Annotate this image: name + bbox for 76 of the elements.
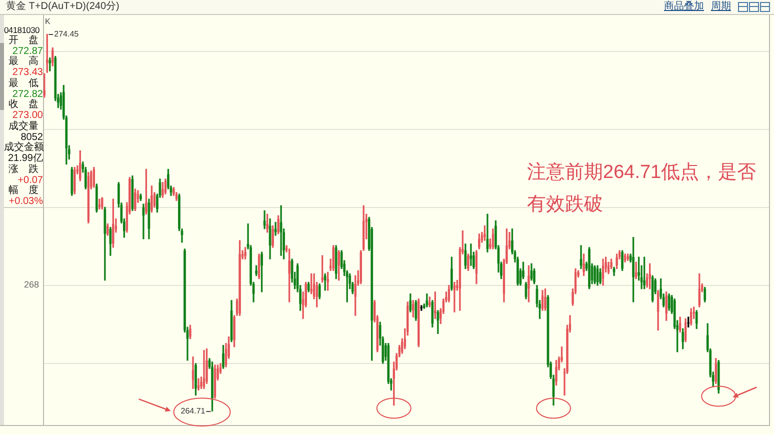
- candlestick: [326, 272, 330, 291]
- candlestick: [189, 324, 192, 340]
- candlestick: [656, 290, 660, 331]
- candlestick: [112, 198, 114, 248]
- candlestick: [140, 194, 142, 201]
- candlestick: [678, 316, 682, 332]
- candlestick: [338, 250, 340, 281]
- text: 最 低: [8, 78, 38, 89]
- candlestick: [684, 318, 687, 342]
- text: 273.43: [12, 67, 43, 78]
- candlestick: [417, 298, 420, 348]
- candlestick: [582, 254, 585, 276]
- candlestick: [162, 182, 164, 198]
- candlestick: [134, 188, 136, 211]
- candlestick: [238, 240, 241, 316]
- text: K: [45, 17, 51, 26]
- candlestick: [145, 168, 148, 214]
- text: 幅 度: [8, 185, 38, 196]
- candlestick: [434, 292, 436, 319]
- candlestick: [46, 34, 48, 73]
- annotation: 成交金额: [4, 142, 44, 154]
- text: 收 盘: [8, 99, 38, 110]
- candlestick: [616, 254, 618, 270]
- candlestick: [632, 237, 634, 302]
- text: 商品叠加: [664, 1, 704, 13]
- text: 8052: [20, 132, 43, 142]
- text: 成交量: [8, 120, 38, 132]
- candlestick: [626, 254, 629, 261]
- candlestick: [698, 273, 701, 308]
- candlestick: [266, 214, 268, 233]
- candlestick: [321, 255, 324, 283]
- candlestick: [277, 215, 280, 234]
- candlestick: [555, 360, 558, 386]
- candlestick: [428, 296, 431, 308]
- candlestick: [255, 265, 258, 276]
- candlestick: [98, 198, 101, 210]
- text: 273.00: [12, 110, 43, 121]
- candlestick: [288, 248, 290, 302]
- text: +0.03%: [8, 196, 43, 207]
- text: 周期: [711, 1, 731, 13]
- candlestick: [87, 172, 90, 224]
- candlestick: [599, 268, 602, 284]
- text: 04181030: [4, 25, 40, 35]
- candlestick: [453, 282, 456, 312]
- text: 最 高: [8, 56, 38, 68]
- candlestick: [544, 288, 546, 311]
- text: +0.07: [18, 174, 43, 186]
- text: 272.87: [12, 46, 43, 56]
- candlestick: [484, 225, 486, 241]
- text: 272.82: [12, 88, 43, 100]
- candlestick: [412, 300, 414, 318]
- annotation: 注意前期264.71低点，是否有效跌破: [527, 161, 758, 217]
- text: 涨 跌: [8, 164, 38, 175]
- text: 开 盘: [8, 34, 38, 46]
- candlestick: [78, 150, 82, 182]
- candlestick: [332, 245, 335, 271]
- candlestick: [92, 166, 96, 188]
- candlestick: [244, 247, 246, 260]
- candlestick: [100, 197, 104, 210]
- candlestick: [222, 344, 224, 369]
- candlestick: [272, 225, 274, 248]
- candlestick: [260, 252, 263, 292]
- candlestick: [714, 358, 718, 384]
- candlestick: [73, 166, 76, 194]
- candlestick: [194, 363, 197, 396]
- text: 21.99亿: [8, 153, 43, 164]
- annotation: 264.71: [180, 406, 206, 416]
- text: 268: [24, 280, 39, 290]
- candlestick: [648, 263, 652, 290]
- chart-title: 黄金 T+D(AuT+D)(240分): [6, 1, 120, 13]
- candlestick: [211, 362, 214, 412]
- candlestick: [528, 265, 530, 302]
- candlestick: [478, 234, 480, 250]
- candlestick: [467, 254, 470, 271]
- annotation: 274.45: [54, 29, 80, 38]
- candlestick: [43, 73, 46, 98]
